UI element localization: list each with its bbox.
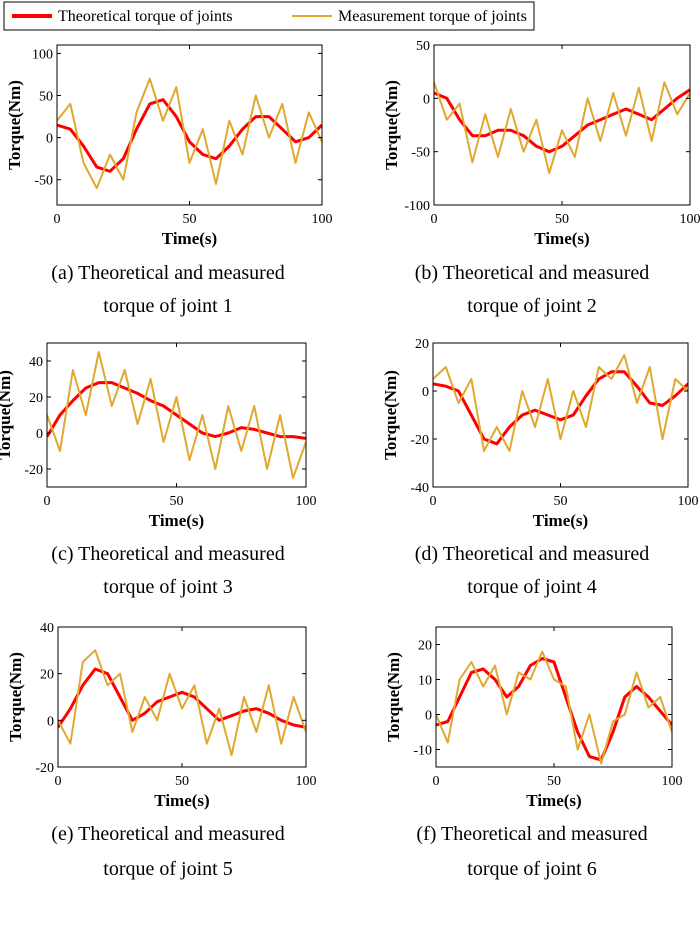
y-tick-label: -10	[413, 744, 432, 759]
x-tick-label: 0	[44, 494, 51, 509]
y-tick-label: -20	[35, 761, 54, 776]
y-axis-label: Torque(Nm)	[5, 80, 24, 170]
caption: (b) Theoretical and measured	[415, 262, 650, 284]
y-tick-label: 50	[39, 90, 53, 105]
caption: torque of joint 5	[103, 858, 232, 880]
chart: -50 0 50 100 0 50 100 Time(s) Torque(Nm) (a) Theo…	[5, 45, 333, 317]
series-line	[57, 79, 322, 189]
y-tick-label: -40	[410, 481, 429, 496]
y-axis-label: Torque(Nm)	[0, 370, 14, 460]
y-tick-label: 0	[423, 92, 430, 107]
caption: (a) Theoretical and measured	[51, 262, 284, 284]
legend-label: Measurement torque of joints	[338, 8, 527, 25]
x-tick-label: 0	[54, 212, 61, 227]
x-axis-label: Time(s)	[533, 511, 588, 530]
x-tick-label: 50	[175, 774, 189, 789]
x-tick-label: 100	[678, 494, 699, 509]
plot-frame	[434, 45, 690, 205]
y-tick-label: 40	[29, 355, 43, 370]
series-line	[434, 82, 690, 173]
caption: torque of joint 1	[103, 295, 232, 317]
y-tick-label: 100	[32, 47, 53, 62]
y-tick-label: 50	[416, 39, 430, 54]
x-tick-label: 50	[555, 212, 569, 227]
y-tick-label: 20	[418, 639, 432, 654]
caption: (e) Theoretical and measured	[51, 823, 284, 845]
y-tick-label: 40	[40, 621, 54, 636]
caption: torque of joint 4	[467, 576, 596, 598]
caption: torque of joint 2	[467, 295, 596, 317]
y-tick-label: -50	[411, 146, 430, 161]
x-tick-label: 100	[312, 212, 333, 227]
plot-frame	[57, 45, 322, 205]
series-line	[434, 90, 690, 152]
x-axis-label: Time(s)	[162, 229, 217, 248]
caption: torque of joint 3	[103, 576, 232, 598]
plot-frame	[58, 627, 306, 767]
y-axis-label: Torque(Nm)	[381, 370, 400, 460]
x-axis-label: Time(s)	[534, 229, 589, 248]
y-tick-label: 0	[425, 709, 432, 724]
x-tick-label: 100	[296, 494, 317, 509]
x-tick-label: 100	[296, 774, 317, 789]
caption: torque of joint 6	[467, 858, 596, 880]
y-tick-label: 20	[415, 337, 429, 352]
caption: (d) Theoretical and measured	[415, 543, 650, 565]
x-tick-label: 50	[183, 212, 197, 227]
x-tick-label: 50	[547, 774, 561, 789]
x-tick-label: 0	[431, 212, 438, 227]
series-line	[436, 652, 672, 764]
series-line	[58, 650, 306, 755]
y-axis-label: Torque(Nm)	[382, 80, 401, 170]
x-tick-label: 0	[55, 774, 62, 789]
y-tick-label: 0	[422, 385, 429, 400]
y-axis-label: Torque(Nm)	[6, 652, 25, 742]
x-axis-label: Time(s)	[154, 791, 209, 810]
plot-frame	[436, 627, 672, 767]
chart: -20 0 20 40 0 50 100 Time(s) Torque(Nm) (c) Theor…	[0, 343, 317, 598]
y-tick-label: -20	[410, 433, 429, 448]
y-tick-label: 0	[36, 427, 43, 442]
x-tick-label: 0	[433, 774, 440, 789]
caption: (c) Theoretical and measured	[51, 543, 284, 565]
x-axis-label: Time(s)	[526, 791, 581, 810]
y-tick-label: -100	[404, 199, 430, 214]
y-tick-label: 10	[418, 674, 432, 689]
x-tick-label: 100	[662, 774, 683, 789]
chart: -40 -20 0 20 0 50 100 Time(s) Torque(Nm) (d) Theo…	[381, 337, 699, 598]
legend-label: Theoretical torque of joints	[58, 8, 233, 25]
y-tick-label: 20	[29, 391, 43, 406]
x-tick-label: 100	[680, 212, 700, 227]
y-tick-label: -50	[34, 174, 53, 189]
chart: -100 -50 0 50 0 50 100 Time(s) Torque(Nm) (b) The…	[382, 39, 700, 317]
x-tick-label: 0	[430, 494, 437, 509]
x-axis-label: Time(s)	[149, 511, 204, 530]
y-tick-label: 0	[46, 132, 53, 147]
x-tick-label: 50	[554, 494, 568, 509]
caption: (f) Theoretical and measured	[416, 823, 647, 845]
y-tick-label: -20	[24, 463, 43, 478]
series-line	[58, 669, 306, 727]
y-tick-label: 0	[47, 714, 54, 729]
y-axis-label: Torque(Nm)	[384, 652, 403, 742]
y-tick-label: 20	[40, 668, 54, 683]
x-tick-label: 50	[170, 494, 184, 509]
